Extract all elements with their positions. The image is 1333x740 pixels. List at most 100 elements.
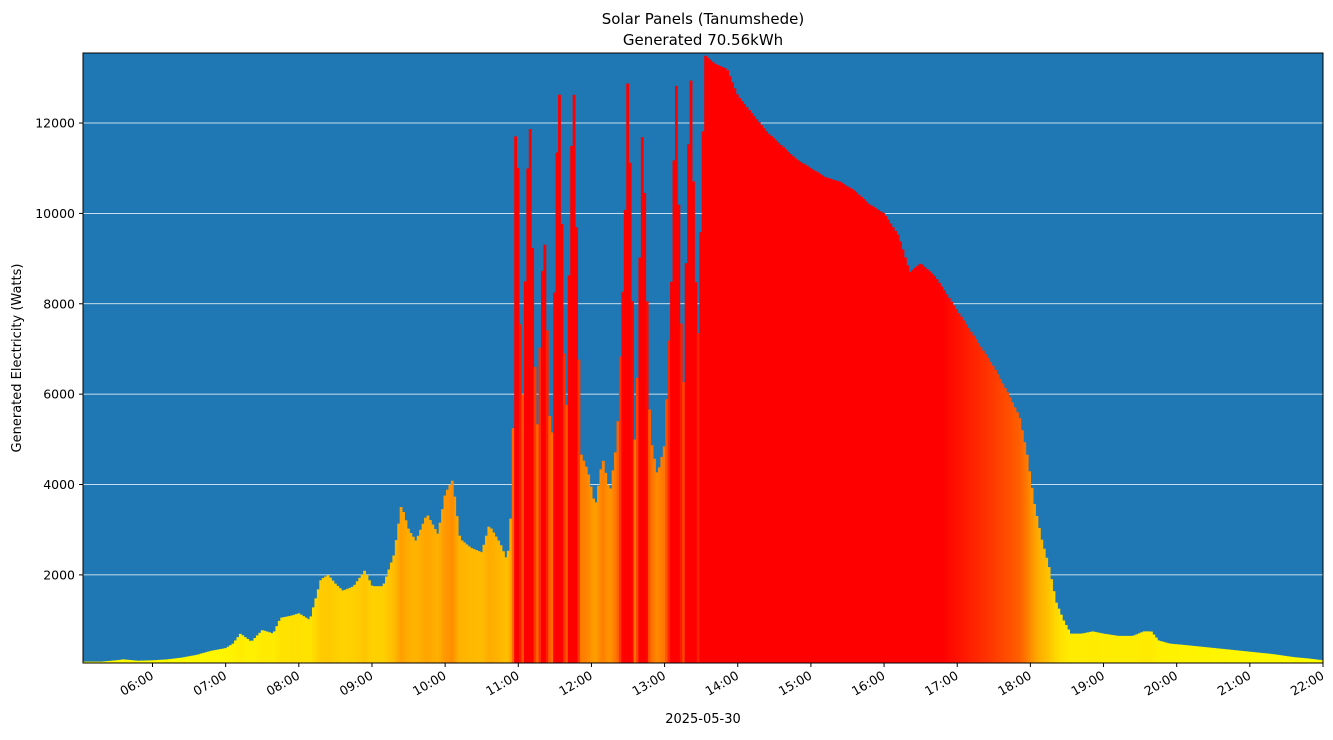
generation-bar <box>143 660 147 663</box>
generation-bar <box>1069 633 1073 663</box>
generation-bar <box>621 291 625 663</box>
generation-bar <box>1274 654 1278 663</box>
generation-bar <box>794 158 798 663</box>
generation-bar <box>830 179 834 664</box>
generation-bar <box>375 586 379 663</box>
generation-bar <box>326 575 330 663</box>
generation-bar <box>1103 633 1107 663</box>
generation-bar <box>136 660 140 663</box>
generation-bar <box>650 445 654 663</box>
generation-bar <box>1176 644 1180 663</box>
generation-bar <box>489 528 493 663</box>
generation-bar <box>504 557 508 663</box>
generation-bar <box>455 516 459 663</box>
generation-bar <box>869 205 873 664</box>
generation-bar <box>1318 659 1321 663</box>
generation-bar <box>782 147 785 663</box>
generation-bar <box>601 460 605 663</box>
generation-bar <box>635 377 639 663</box>
generation-bar <box>553 292 557 663</box>
generation-bar <box>864 201 868 663</box>
y-tick-label: 6000 <box>43 387 75 402</box>
generation-bar <box>833 180 837 663</box>
generation-bar <box>899 241 902 663</box>
generation-bar <box>1106 634 1110 663</box>
generation-bar <box>1093 631 1097 663</box>
generation-bar <box>1242 651 1246 663</box>
generation-bar <box>538 347 542 663</box>
generation-bar <box>1108 634 1112 663</box>
generation-bar <box>1135 634 1139 663</box>
generation-bar <box>1067 629 1071 663</box>
generation-bar <box>153 660 157 663</box>
generation-bar <box>769 135 773 663</box>
generation-bar <box>791 156 795 664</box>
generation-bar <box>945 294 949 663</box>
generation-bar <box>484 535 488 663</box>
generation-bar <box>616 421 620 663</box>
generation-bar <box>1028 471 1032 663</box>
x-tick-label: 09:00 <box>337 668 376 699</box>
generation-bar <box>241 635 245 663</box>
generation-bar <box>1254 652 1258 663</box>
generation-bar <box>1220 648 1224 663</box>
generation-bar <box>967 328 971 663</box>
generation-bar <box>558 94 561 663</box>
generation-bar <box>1111 634 1114 663</box>
generation-bar <box>1162 641 1166 663</box>
generation-bar <box>1013 407 1017 663</box>
generation-bar <box>519 324 522 663</box>
generation-bar <box>1193 646 1197 663</box>
generation-bar <box>1184 645 1187 663</box>
generation-bar <box>399 507 403 663</box>
generation-bar <box>285 616 289 663</box>
generation-bar <box>589 486 593 663</box>
generation-bar <box>119 659 123 663</box>
generation-bar <box>124 659 128 663</box>
generation-bar <box>1030 487 1034 663</box>
generation-bar <box>713 63 717 664</box>
generation-bar <box>582 460 586 663</box>
generation-bar <box>109 660 113 663</box>
generation-bar <box>1245 651 1248 663</box>
generation-bar <box>579 454 583 663</box>
generation-bar <box>584 466 588 663</box>
generation-bar <box>826 177 829 663</box>
generation-bar <box>1223 649 1226 663</box>
generation-bar <box>1140 632 1144 663</box>
generation-bar <box>465 544 469 663</box>
generation-bar <box>706 57 710 664</box>
generation-bar <box>472 549 476 663</box>
generation-bar <box>1101 633 1105 663</box>
generation-bar <box>1025 454 1029 663</box>
generation-bar <box>840 182 844 664</box>
generation-bar <box>104 661 108 663</box>
generation-bar <box>709 59 712 664</box>
generation-bar <box>731 82 734 663</box>
generation-bar <box>324 576 328 663</box>
generation-bar <box>801 163 805 663</box>
generation-bar <box>258 632 262 663</box>
generation-bar <box>511 428 515 663</box>
generation-bar <box>1259 652 1263 663</box>
generation-bar <box>1264 653 1268 663</box>
generation-bar <box>229 645 233 663</box>
generation-bar <box>353 584 357 663</box>
generation-bar <box>760 125 764 663</box>
generation-bar <box>828 178 832 663</box>
generation-bar <box>942 290 946 663</box>
generation-bar <box>1086 632 1090 663</box>
x-tick-label: 12:00 <box>556 668 595 699</box>
generation-bar <box>202 652 206 663</box>
generation-bar <box>921 264 924 663</box>
y-tick-label: 2000 <box>43 567 75 582</box>
generation-bar <box>901 249 905 663</box>
generation-bar <box>1181 644 1185 663</box>
generation-bar <box>808 167 812 663</box>
generation-bar <box>509 518 513 663</box>
generation-bar <box>889 223 893 664</box>
generation-bar <box>1310 658 1314 663</box>
generation-bar <box>1227 649 1231 663</box>
generation-bar <box>448 485 452 663</box>
